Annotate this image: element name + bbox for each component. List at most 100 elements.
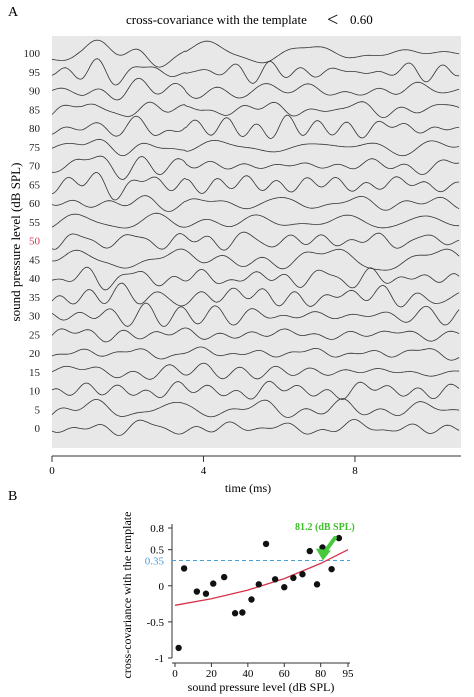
panel-a-trace — [51, 346, 460, 361]
panel-b-x-tick-label: 60 — [279, 668, 291, 680]
panel-b-x-axis-label: sound pressure level (dB SPL) — [188, 680, 335, 694]
panel-a-trace — [51, 327, 460, 343]
panel-a-level-label: 35 — [29, 292, 41, 304]
panel-b-data-point — [299, 571, 306, 578]
panel-b-data-point — [319, 544, 326, 551]
panel-a-level-label: 15 — [29, 367, 41, 379]
panel-b-annotation: 81.2 (dB SPL) — [295, 522, 355, 561]
panel-b-threshold: 0.35 — [145, 556, 350, 568]
panel-a-level-label: 10 — [29, 386, 41, 398]
panel-b-fit-line — [174, 549, 349, 606]
panel-a-trace — [51, 302, 460, 327]
panel-a-trace — [51, 362, 460, 380]
panel-a-trace — [51, 101, 460, 119]
panel-a-x-ticks: 0 4 8 — [49, 456, 358, 477]
panel-b-y-ticks: -1 -0.5 0 0.5 0.8 — [147, 523, 172, 665]
panel-b-x-tick-label: 95 — [343, 668, 355, 680]
panel-b-x-tick-label: 40 — [242, 668, 254, 680]
panel-a-y-axis-label: sound pressure level (dB SPL) — [8, 163, 23, 322]
panel-a-header-text: cross-covariance with the template — [126, 12, 307, 27]
panel-b-y-tick-label: 0 — [159, 581, 165, 593]
panel-b-y-tick-label: -0.5 — [147, 617, 165, 629]
panel-b-data-point — [255, 581, 262, 588]
panel-a-trace — [51, 398, 460, 418]
panel-a-level-label: 65 — [29, 179, 41, 191]
panel-a-level-label: 50 — [29, 236, 41, 248]
panel-a-level-label: 55 — [29, 217, 41, 229]
panel-a-traces — [51, 39, 460, 436]
panel-b-label: B — [8, 489, 17, 504]
panel-a-level-label: 25 — [29, 329, 41, 341]
panel-a-trace — [51, 380, 460, 400]
panel-b-x-tick-label: 0 — [172, 668, 178, 680]
panel-b-data-point — [313, 581, 321, 588]
panel-a-trace — [51, 282, 460, 308]
panel-a-level-label: 100 — [24, 48, 41, 60]
panel-a-trace — [51, 419, 460, 436]
panel-a-level-label: 30 — [29, 311, 41, 323]
panel-b-y-tick-label: -1 — [155, 653, 164, 665]
panel-a-level-label: 20 — [29, 348, 41, 360]
panel-a-trace — [51, 231, 460, 251]
panel-b-data-point — [248, 596, 255, 603]
panel-b-data-point — [239, 609, 246, 616]
panel-b-data-point — [281, 584, 288, 591]
panel-a-level-label: 90 — [29, 86, 41, 98]
panel-a-level-label: 70 — [29, 161, 41, 173]
panel-a-trace — [51, 138, 460, 157]
panel-b-data-point — [210, 580, 217, 587]
panel-a-trace — [51, 212, 460, 229]
panel-b-threshold-label: 0.35 — [145, 556, 165, 568]
panel-a-header: cross-covariance with the template < 0.6… — [126, 9, 373, 31]
panel-a-x-tick-label: 4 — [201, 465, 207, 477]
panel-b-x-tick-label: 80 — [315, 668, 327, 680]
panel-b-fit-curve — [174, 549, 349, 606]
panel-a-trace — [51, 39, 460, 68]
panel-a-level-label: 0 — [35, 423, 41, 435]
panel-a-level-label: 60 — [29, 198, 41, 210]
panel-a-x-tick-label: 0 — [49, 465, 55, 477]
panel-a-level-label: 45 — [29, 254, 41, 266]
panel-b-data-point — [231, 610, 239, 617]
panel-a-x-tick-label: 8 — [352, 465, 358, 477]
panel-b-annotation-arrow-shaft — [323, 536, 337, 553]
panel-a-trace — [51, 77, 460, 101]
panel-b-data-point — [262, 540, 270, 548]
panel-b-annotation-arrow-head — [315, 548, 331, 561]
panel-b-y-axis-label: cross-covariance with the template — [120, 512, 134, 679]
panel-a-trace — [51, 172, 460, 201]
panel-a-trace — [52, 248, 460, 271]
panel-b-data-point — [193, 588, 201, 595]
panel-a-trace — [51, 195, 460, 212]
panel-a-level-label: 75 — [29, 142, 41, 154]
panel-a-level-label: 95 — [29, 67, 41, 79]
panel-b-data-point — [290, 574, 297, 582]
panel-b-data-point — [175, 644, 182, 652]
panel-b-data-point — [328, 565, 335, 573]
panel-a-header-symbol: < — [327, 9, 338, 31]
panel-b-data-point — [335, 534, 343, 542]
panel-b-x-tick-label: 20 — [206, 668, 218, 680]
panel-a-trace — [51, 114, 460, 139]
panel-b-y-tick-label: 0.8 — [150, 523, 164, 535]
panel-b-data-point — [180, 565, 188, 572]
panel-a-level-label: 80 — [29, 123, 41, 135]
panel-a-trace — [51, 58, 460, 86]
panel-b-y-tick-label: 0.5 — [150, 545, 164, 557]
panel-b-x-ticks: 0 20 40 60 80 95 — [172, 663, 354, 680]
panel-a-level-label: 85 — [29, 104, 41, 116]
panel-b-data-point — [220, 573, 228, 581]
panel-a-trace — [51, 266, 460, 291]
panel-b-data-point — [202, 590, 210, 597]
panel-b-points — [175, 534, 343, 652]
panel-a-label: A — [8, 5, 19, 20]
panel-a-trace — [52, 155, 460, 180]
panel-a-level-label: 40 — [29, 273, 41, 285]
panel-a-header-value: 0.60 — [350, 12, 373, 27]
panel-b-data-point — [306, 547, 313, 555]
panel-b-data-point — [271, 576, 279, 583]
panel-b-annotation-label: 81.2 (dB SPL) — [295, 522, 355, 533]
panel-a-plot-area — [52, 36, 461, 448]
panel-a-level-label: 5 — [35, 404, 41, 416]
